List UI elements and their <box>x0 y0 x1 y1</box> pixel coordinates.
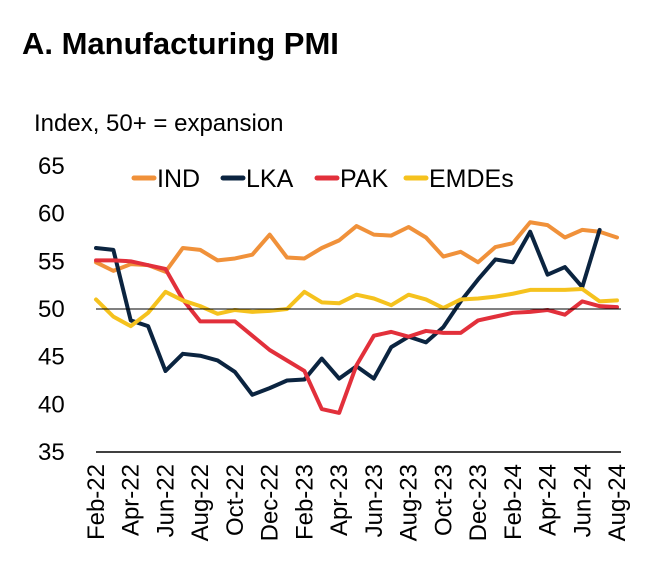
x-tick-label: Aug-23 <box>396 464 423 541</box>
x-axis-ticks: Feb-22 Apr-22 Jun-22 Aug-22 Oct-22 Dec-22 Feb-… <box>83 464 631 541</box>
x-tick-label: Apr-24 <box>535 464 562 536</box>
legend-label-lka: LKA <box>246 165 294 193</box>
legend-label-ind: IND <box>157 165 200 193</box>
series-lines <box>94 220 619 415</box>
x-tick-label: Apr-22 <box>118 464 145 536</box>
y-tick-label: 55 <box>38 248 65 275</box>
y-tick-label: 35 <box>38 439 65 466</box>
x-tick-label: Dec-22 <box>257 464 284 541</box>
x-tick-label: Jun-24 <box>569 464 596 537</box>
series-line-emdes <box>94 286 619 329</box>
y-axis-ticks: 35 40 45 50 55 60 65 <box>38 153 65 466</box>
x-tick-label: Feb-22 <box>83 464 110 540</box>
y-tick-label: 40 <box>38 391 65 418</box>
legend: IND LKA PAK EMDEs <box>131 165 514 193</box>
x-tick-label: Dec-23 <box>465 464 492 541</box>
axes <box>96 308 621 453</box>
series-line-pak <box>94 258 619 415</box>
x-tick-label: Oct-22 <box>222 464 249 536</box>
x-tick-label: Apr-23 <box>326 464 353 536</box>
legend-label-emdes: EMDEs <box>429 165 514 193</box>
x-tick-label: Jun-22 <box>153 464 180 537</box>
x-tick-label: Aug-24 <box>604 464 631 541</box>
chart-title: A. Manufacturing PMI <box>22 26 339 61</box>
legend-label-pak: PAK <box>340 165 388 193</box>
y-tick-label: 50 <box>38 296 65 323</box>
x-tick-label: Aug-22 <box>187 464 214 541</box>
y-tick-label: 65 <box>38 153 65 180</box>
y-axis-label: Index, 50+ = expansion <box>34 110 284 137</box>
y-tick-label: 60 <box>38 201 65 228</box>
x-tick-label: Oct-23 <box>430 464 457 536</box>
series-line-lka <box>94 227 602 397</box>
x-tick-label: Jun-23 <box>361 464 388 537</box>
series-line-ind <box>94 220 619 274</box>
x-tick-label: Feb-24 <box>500 464 527 540</box>
x-tick-label: Feb-23 <box>291 464 318 540</box>
y-tick-label: 45 <box>38 344 65 371</box>
